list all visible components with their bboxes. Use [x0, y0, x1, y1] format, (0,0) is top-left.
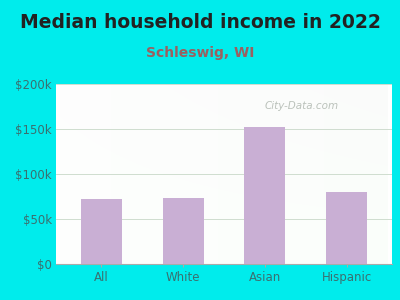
- Text: City-Data.com: City-Data.com: [264, 100, 338, 111]
- Bar: [80, 199, 122, 264]
- Text: Schleswig, WI: Schleswig, WI: [146, 46, 254, 61]
- Bar: [162, 198, 204, 264]
- Bar: [326, 192, 368, 264]
- Text: Median household income in 2022: Median household income in 2022: [20, 14, 380, 32]
- Bar: [244, 127, 286, 264]
